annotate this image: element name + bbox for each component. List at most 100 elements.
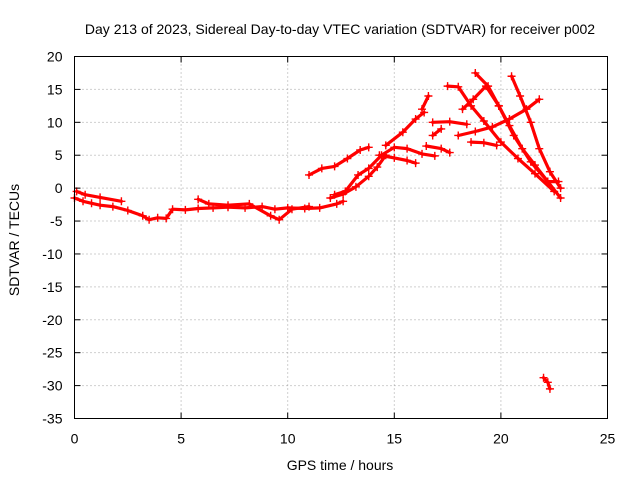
data-point [543, 378, 552, 387]
data-point [507, 72, 516, 81]
series-line [384, 110, 426, 147]
y-tick-label: -10 [42, 246, 62, 262]
grid [74, 56, 608, 419]
data-point [79, 197, 88, 206]
data-point [531, 161, 540, 170]
data-point [317, 164, 326, 173]
data-point [138, 211, 147, 220]
data-point [535, 144, 544, 153]
data-point [224, 201, 233, 210]
data-point [181, 205, 190, 214]
data-point [516, 91, 525, 100]
series-line [420, 94, 430, 111]
data-point [454, 82, 463, 91]
data-point [535, 95, 544, 104]
data-point [330, 162, 339, 171]
data-point [398, 128, 407, 137]
data-point [422, 142, 431, 151]
data-point [390, 153, 399, 162]
series-line [446, 84, 556, 193]
x-tick-label: 10 [280, 431, 296, 447]
data-point [479, 138, 488, 147]
y-tick-label: 5 [55, 147, 63, 163]
track-8 [381, 108, 429, 150]
track-7 [375, 151, 420, 168]
data-point [390, 143, 399, 152]
track-3 [194, 195, 314, 224]
data-point [458, 105, 467, 114]
data-point [354, 170, 363, 179]
y-tick-label: -15 [42, 279, 62, 295]
data-point [462, 120, 471, 129]
track-10 [428, 124, 446, 140]
data-point [145, 215, 154, 224]
y-tick-label: -30 [42, 378, 62, 394]
data-point [162, 214, 171, 223]
data-point [545, 167, 554, 176]
series-line [74, 189, 124, 203]
data-point [545, 384, 554, 393]
data-point [437, 124, 446, 133]
data-point [287, 205, 296, 214]
data-point [283, 203, 292, 212]
data-point [479, 117, 488, 126]
y-tick-label: 20 [47, 49, 63, 65]
x-tick-label: 25 [600, 431, 616, 447]
series-line [377, 153, 418, 165]
data-point [153, 213, 162, 222]
data-point [270, 205, 279, 214]
track-15 [471, 68, 563, 186]
data-point [81, 190, 90, 199]
series-line [541, 376, 552, 391]
data-point [539, 373, 548, 382]
data-point [339, 190, 348, 199]
data-point [356, 145, 365, 154]
data-point [430, 151, 439, 160]
data-point [428, 131, 437, 140]
chart-title: Day 213 of 2023, Sidereal Day-to-day VTE… [85, 21, 595, 37]
tick-labels: 0 5 10 15 20 25 -35 -30 -25 -20 -15 -10 -5 0 5 10 15 20 [42, 49, 615, 447]
y-tick-label: -20 [42, 312, 62, 328]
data-point [403, 144, 412, 153]
data-point [326, 194, 335, 203]
plot-frame [74, 56, 608, 419]
x-tick-label: 15 [387, 431, 403, 447]
data-point [194, 195, 203, 204]
y-tick-label: 15 [47, 81, 63, 97]
data-point [484, 82, 493, 91]
series-line [431, 127, 443, 138]
x-axis-label: GPS time / hours [287, 457, 394, 473]
data-point [168, 205, 177, 214]
data-point [117, 197, 126, 206]
data-series [70, 68, 565, 393]
data-point [332, 199, 341, 208]
data-point [411, 159, 420, 168]
data-point [526, 118, 535, 127]
data-point [471, 127, 480, 136]
series-line [473, 71, 561, 184]
data-point [266, 211, 275, 220]
data-point [494, 101, 503, 110]
data-point [364, 164, 373, 173]
data-point [469, 95, 478, 104]
data-point [351, 182, 360, 191]
data-point [556, 194, 565, 203]
data-point [513, 154, 522, 163]
data-point [443, 82, 452, 91]
data-point [373, 163, 382, 172]
data-point [543, 177, 552, 186]
data-point [471, 68, 480, 77]
data-point [411, 115, 420, 124]
data-point [556, 184, 565, 193]
data-point [505, 115, 514, 124]
data-point [305, 170, 314, 179]
data-point [518, 144, 527, 153]
data-point [123, 206, 132, 215]
data-point [204, 199, 213, 208]
data-point [364, 143, 373, 152]
y-tick-label: -5 [50, 213, 63, 229]
x-tick-label: 0 [71, 431, 79, 447]
data-point [96, 201, 105, 210]
series-line [510, 74, 563, 190]
